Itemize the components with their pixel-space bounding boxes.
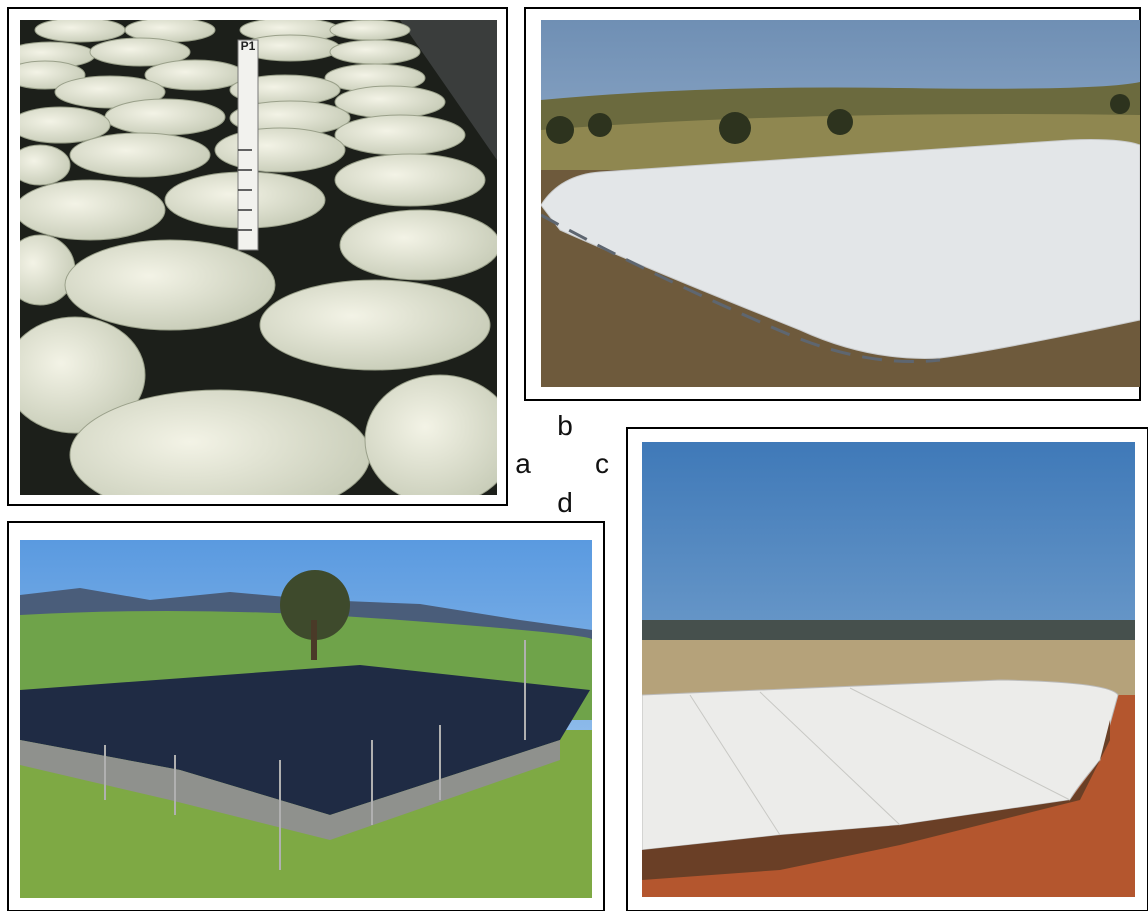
panel-frame [7, 521, 605, 911]
photo-a: P1 [20, 20, 497, 495]
panel-label: d [557, 487, 573, 518]
panel-frame [7, 7, 508, 506]
panel-label: a [515, 448, 531, 479]
panel-label: c [595, 448, 609, 479]
photo-b [541, 20, 1140, 387]
photo-d [20, 540, 592, 898]
panel-frame [626, 427, 1148, 911]
gauge-label: P1 [241, 39, 256, 53]
panel-label: b [557, 410, 573, 441]
photo-c [642, 442, 1135, 897]
